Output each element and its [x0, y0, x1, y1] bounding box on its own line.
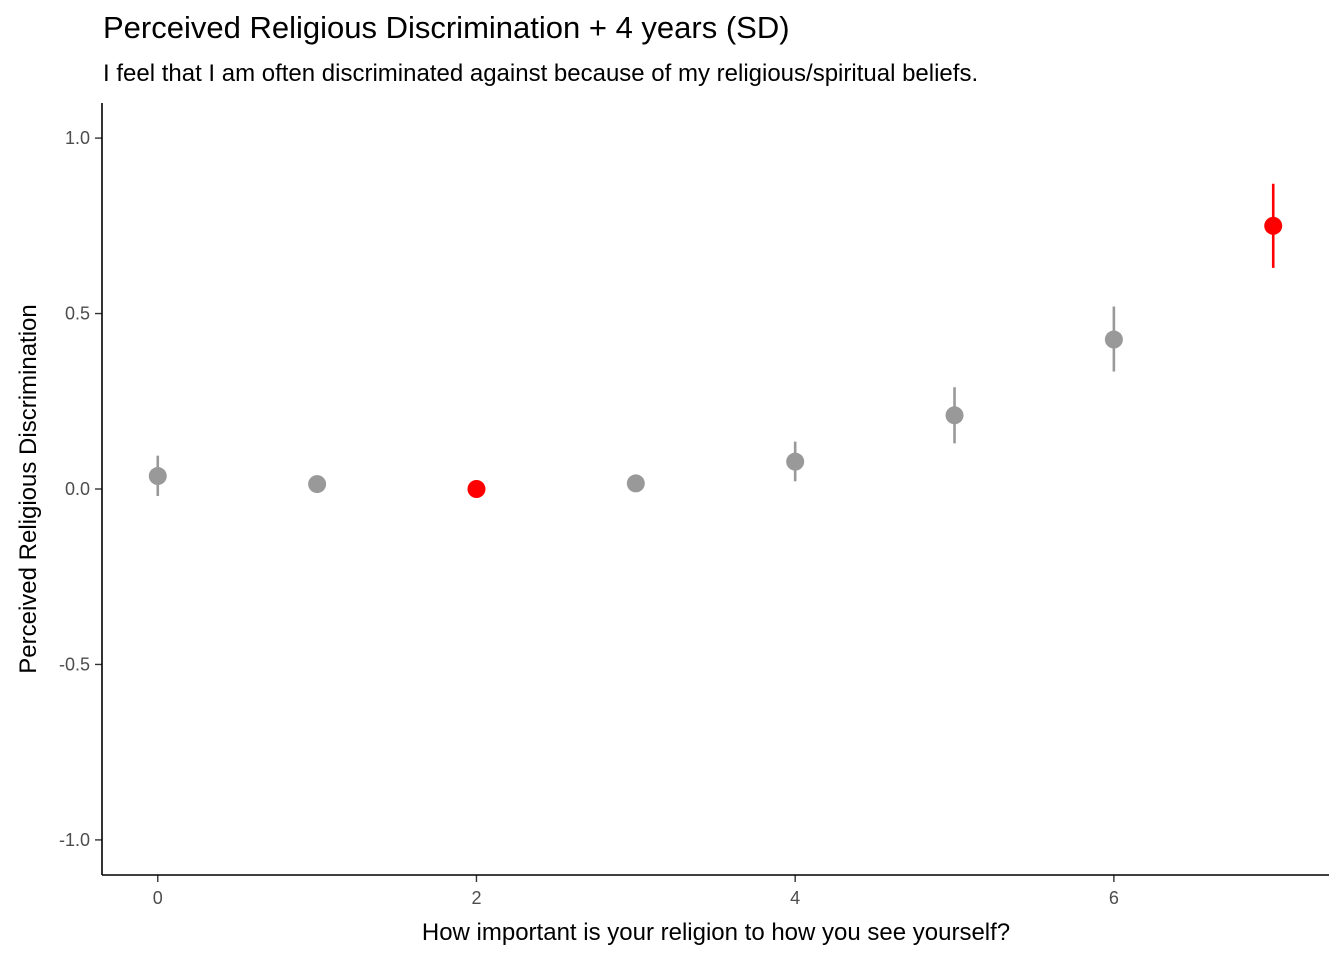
y-axis-title: Perceived Religious Discrimination	[15, 304, 42, 673]
data-points	[148, 183, 1283, 498]
data-point	[148, 467, 167, 486]
x-tick-label: 6	[1109, 888, 1119, 908]
y-tick-label: -1.0	[59, 830, 90, 850]
chart-title: Perceived Religious Discrimination + 4 y…	[103, 10, 790, 45]
chart-subtitle: I feel that I am often discriminated aga…	[103, 60, 979, 87]
data-point	[786, 452, 805, 471]
x-axis-title: How important is your religion to how yo…	[422, 919, 1010, 946]
data-point	[626, 474, 645, 493]
data-point	[308, 475, 327, 494]
y-tick-label: 1.0	[65, 128, 90, 148]
x-tick-label: 0	[153, 888, 163, 908]
x-tick-label: 2	[471, 888, 481, 908]
data-point	[945, 406, 964, 425]
highlight-point	[467, 480, 486, 498]
highlight-point	[1264, 216, 1283, 235]
y-tick-label: 0.0	[65, 479, 90, 499]
x-axis-ticks: 0 2 4 6	[153, 875, 1119, 908]
x-tick-label: 4	[790, 888, 800, 908]
y-tick-label: -0.5	[59, 654, 90, 674]
y-tick-label: 0.5	[65, 304, 90, 324]
data-point	[1104, 330, 1123, 349]
y-axis-ticks: -1.0 -0.5 0.0 0.5 1.0	[59, 128, 102, 850]
